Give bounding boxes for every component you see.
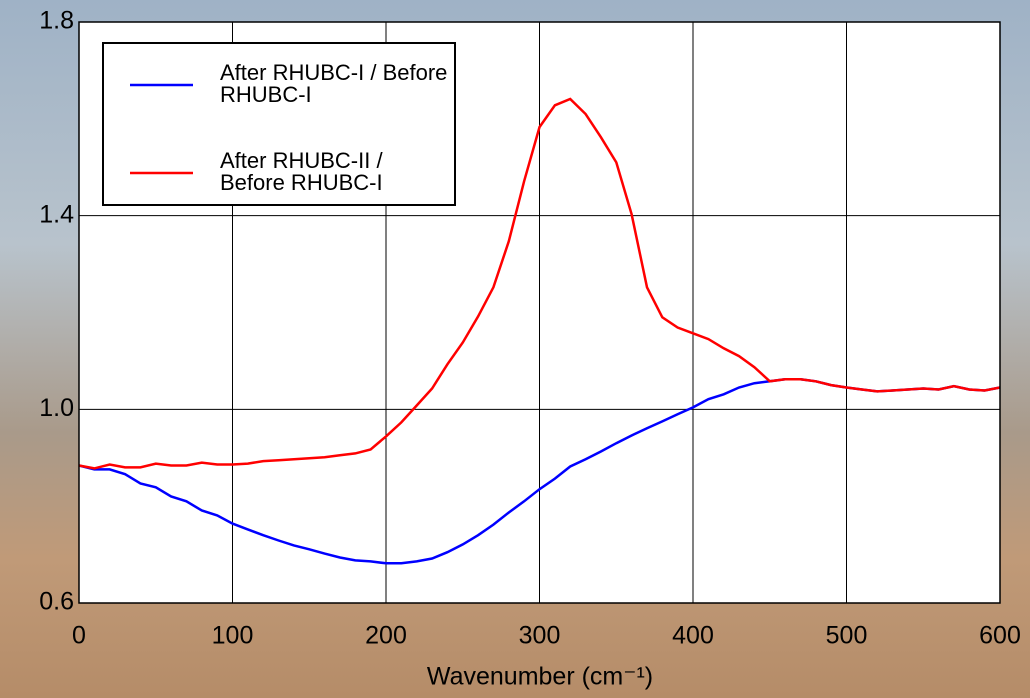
data-line: [78, 97, 1001, 470]
x-tick-label: 600: [979, 622, 1021, 650]
y-tick-label: 1.4: [39, 200, 74, 228]
legend-box: [102, 42, 456, 206]
x-tick-label: 400: [672, 622, 714, 650]
x-tick-label: 300: [519, 622, 561, 650]
legend-label: After RHUBC-II / Before RHUBC-I: [220, 148, 383, 195]
x-tick-label: 500: [826, 622, 868, 650]
legend-label: After RHUBC-I / Before RHUBC-I: [220, 60, 448, 107]
y-tick-label: 1.8: [39, 7, 74, 35]
y-tick-label: 0.6: [39, 588, 74, 616]
x-axis-label: Wavenumber (cm⁻¹): [427, 663, 653, 691]
y-tick-label: 1.0: [39, 394, 74, 422]
x-tick-label: 100: [212, 622, 254, 650]
plot-frame: [78, 21, 1001, 604]
x-tick-label: 0: [72, 622, 86, 650]
x-tick-label: 200: [365, 622, 407, 650]
